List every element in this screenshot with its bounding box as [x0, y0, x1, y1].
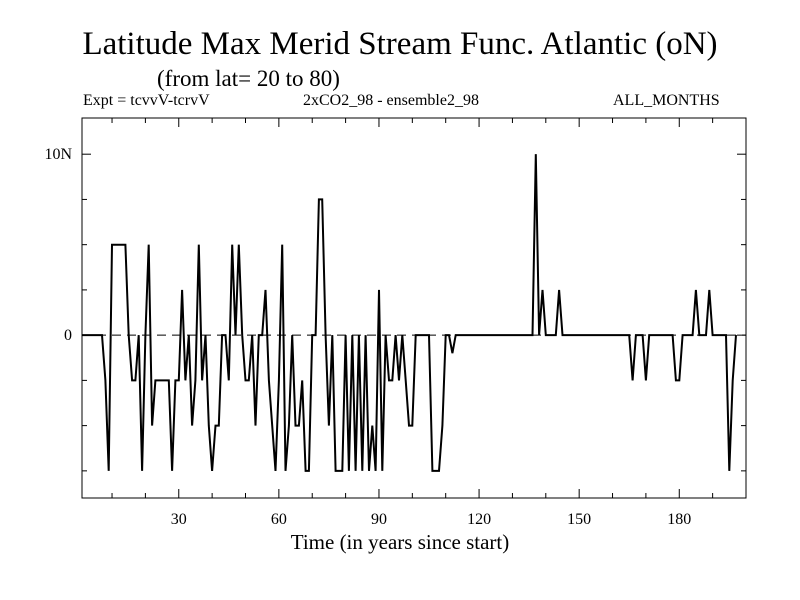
plot-frame	[81, 117, 747, 499]
x-tick-label: 180	[667, 511, 691, 528]
x-tick-label: 120	[467, 511, 491, 528]
x-tick-label: 150	[567, 511, 591, 528]
x-tick-label: 60	[271, 511, 287, 528]
x-axis-label: Time (in years since start)	[290, 530, 510, 554]
chart-subtitle: (from lat= 20 to 80)	[157, 66, 340, 91]
experiment-label: Expt = tcvvV-tcrvV	[83, 92, 210, 109]
months-label: ALL_MONTHS	[613, 92, 720, 109]
ensemble-label: 2xCO2_98 - ensemble2_98	[303, 92, 479, 109]
chart-title: Latitude Max Merid Stream Func. Atlantic…	[82, 26, 718, 62]
y-tick-label: 0	[64, 327, 72, 344]
x-tick-label: 30	[171, 511, 187, 528]
x-tick-label: 90	[371, 511, 387, 528]
series-line	[82, 154, 737, 472]
y-tick-label: 10N	[44, 146, 72, 163]
